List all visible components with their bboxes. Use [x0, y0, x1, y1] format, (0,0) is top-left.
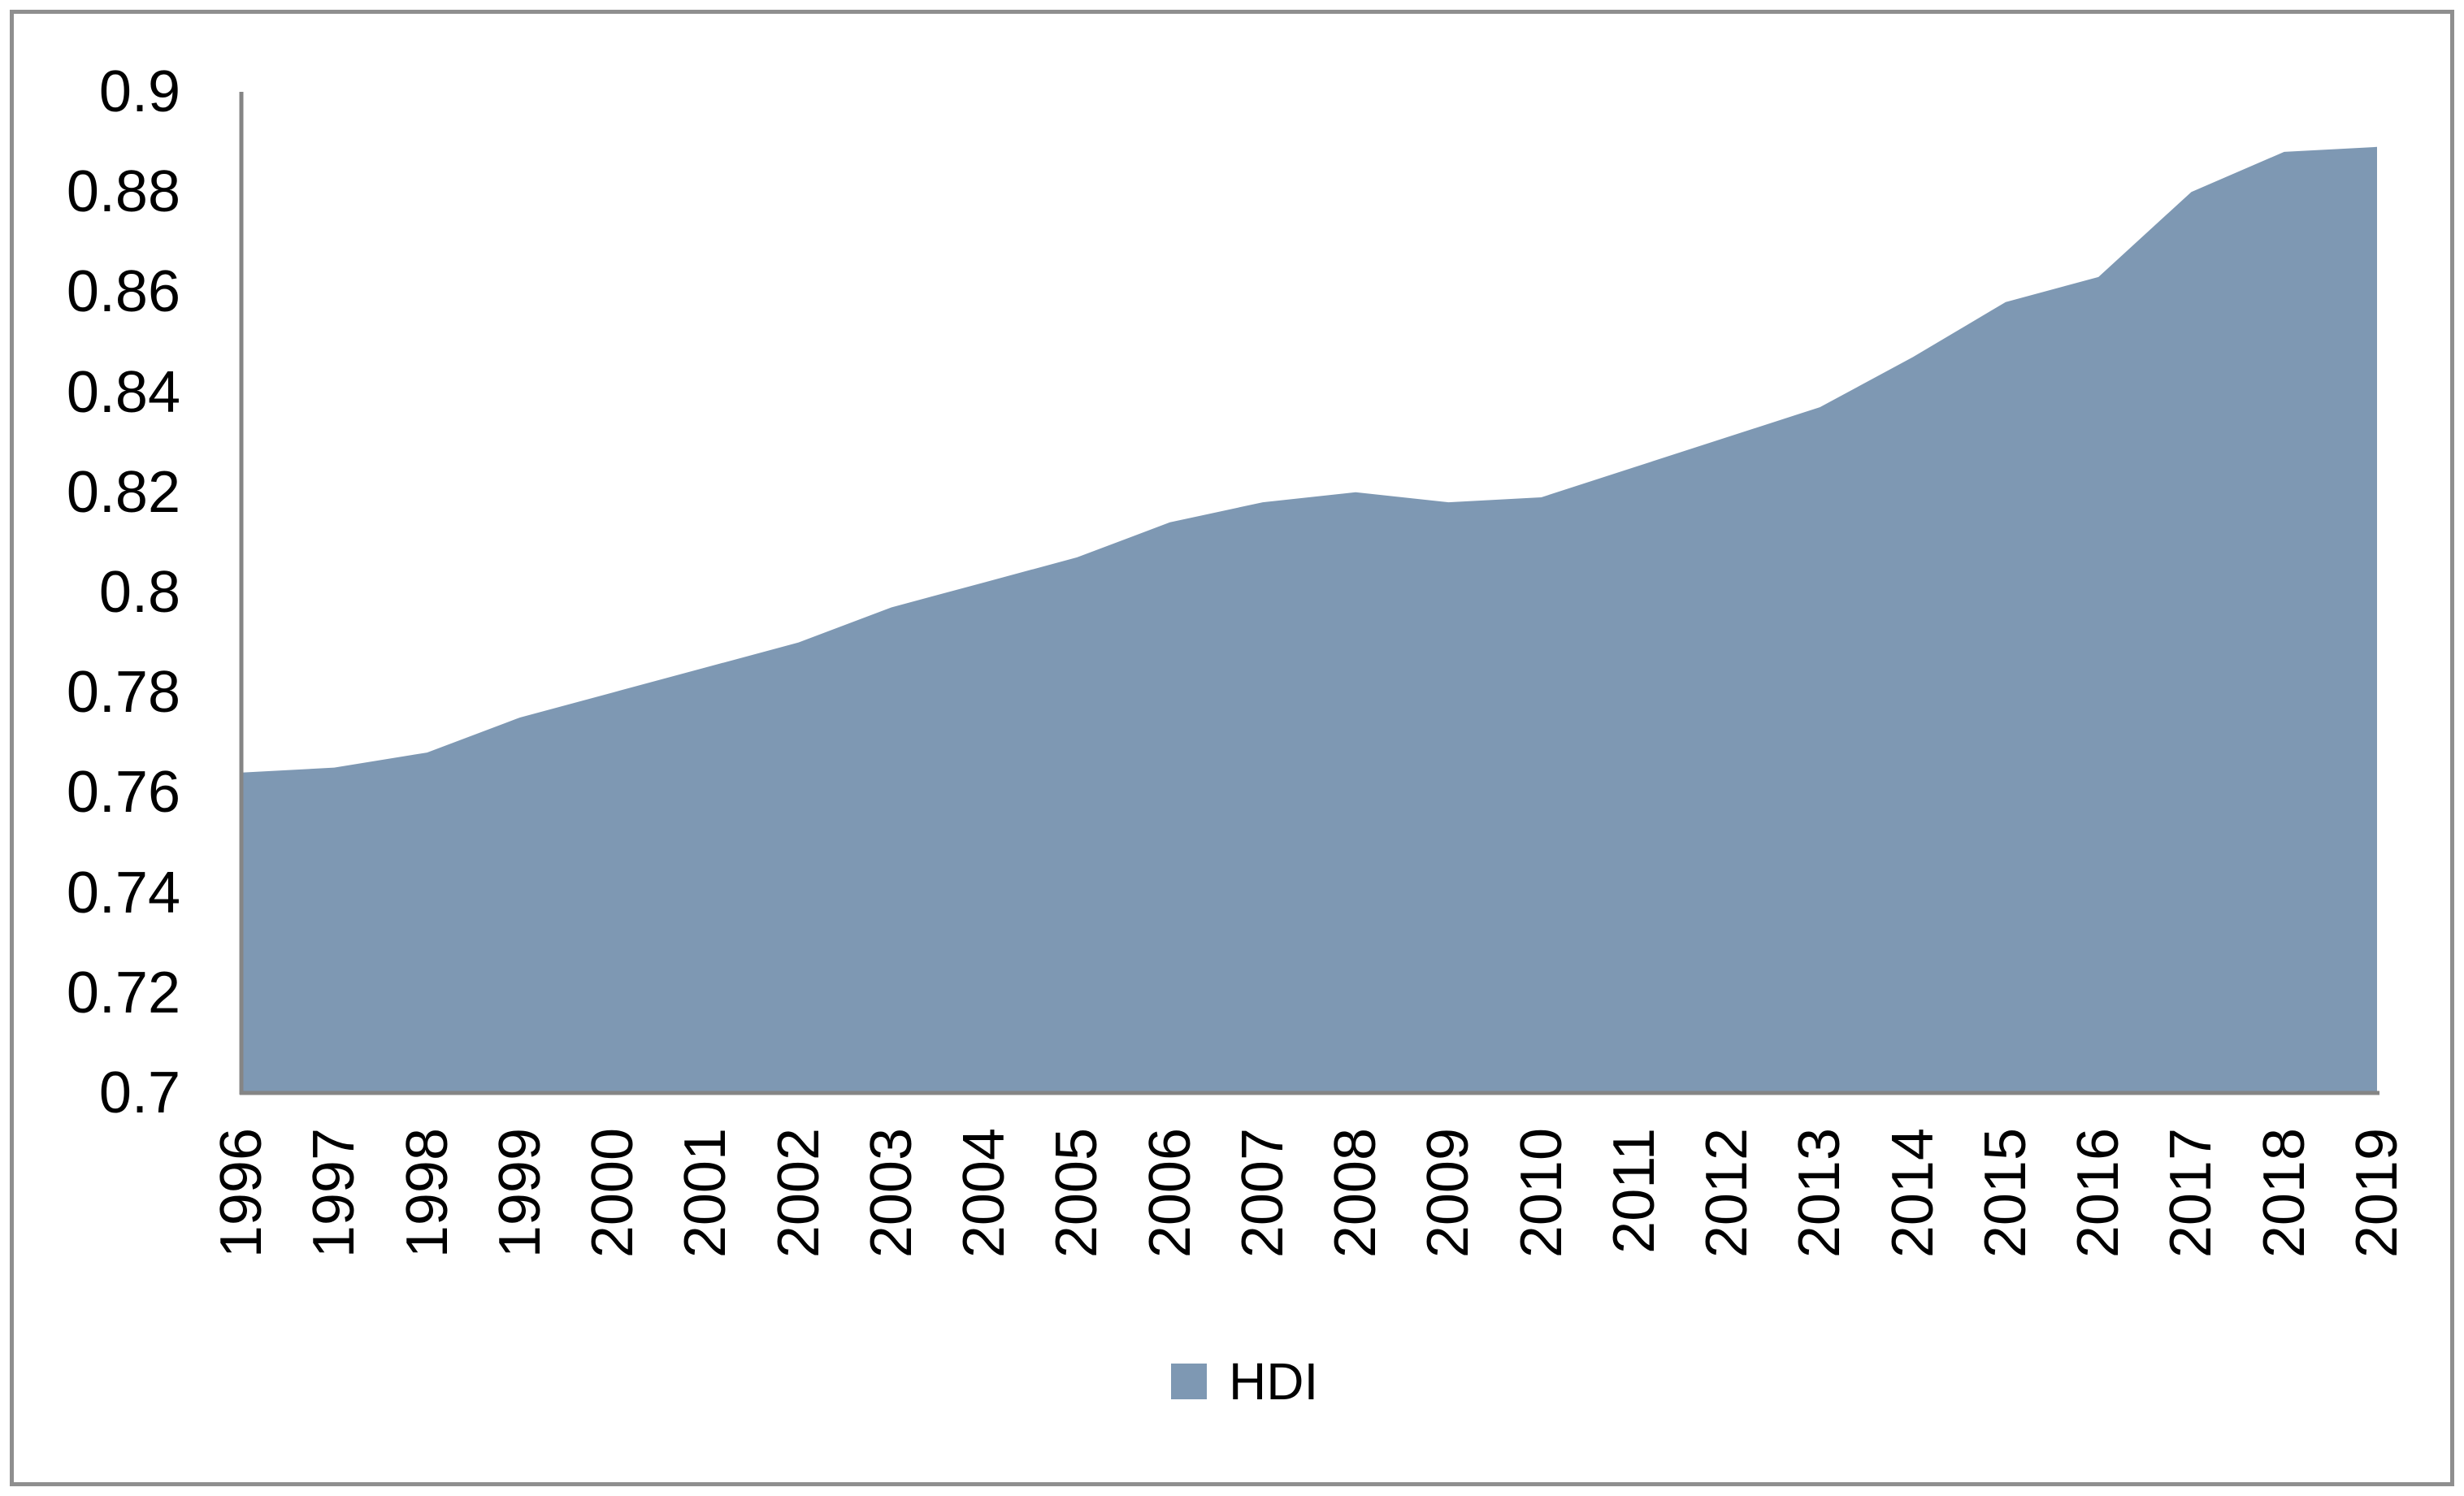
- x-axis-tick-label: 2009: [1416, 1128, 1481, 1259]
- x-axis-tick-label: 1997: [301, 1128, 367, 1259]
- y-axis-tick-label: 0.86: [66, 259, 180, 325]
- x-axis-tick-label: 2000: [580, 1128, 646, 1259]
- x-axis-tick-label: 2001: [673, 1128, 739, 1259]
- y-axis-tick-label: 0.7: [98, 1060, 180, 1125]
- y-axis-tick-label: 0.74: [66, 860, 180, 926]
- x-axis-tick-label: 1996: [209, 1128, 274, 1259]
- x-axis-tick-label: 2006: [1137, 1128, 1203, 1259]
- x-axis-tick-label: 2018: [2251, 1128, 2317, 1259]
- x-axis-tick-label: 2014: [1880, 1128, 1946, 1259]
- x-axis-tick-label: 2013: [1787, 1128, 1853, 1259]
- y-axis-tick-label: 0.88: [66, 159, 180, 225]
- y-axis-tick-label: 0.72: [66, 960, 180, 1026]
- y-axis-tick-label: 0.76: [66, 760, 180, 826]
- x-axis-tick-label: 2016: [2066, 1128, 2132, 1259]
- x-axis-tick-label: 2002: [766, 1128, 831, 1259]
- y-axis-tick-label: 0.84: [66, 359, 180, 425]
- x-axis-tick-label: 2010: [1508, 1128, 1574, 1259]
- y-axis-tick-label: 0.78: [66, 660, 180, 726]
- y-axis-tick-label: 0.8: [98, 560, 180, 625]
- x-axis-tick-label: 2008: [1323, 1128, 1389, 1259]
- legend: HDI: [1171, 1352, 1318, 1411]
- x-axis-tick-label: 2004: [952, 1128, 1017, 1259]
- x-axis-tick-label: 2017: [2158, 1128, 2224, 1259]
- hdi-area-series: [241, 146, 2377, 1093]
- x-axis-tick-label: 2019: [2345, 1128, 2410, 1259]
- x-axis-tick-label: 2011: [1601, 1128, 1667, 1254]
- x-axis-tick-label: 2012: [1694, 1128, 1760, 1259]
- x-axis-tick-label: 2003: [858, 1128, 924, 1259]
- legend-marker-icon: [1171, 1364, 1207, 1399]
- x-axis-tick-label: 1999: [487, 1128, 553, 1259]
- x-axis-tick-label: 2007: [1230, 1128, 1295, 1259]
- y-axis-tick-label: 0.9: [98, 59, 180, 124]
- legend-series-label: HDI: [1229, 1352, 1319, 1411]
- x-axis-tick-label: 1998: [394, 1128, 460, 1259]
- y-axis-tick-label: 0.82: [66, 459, 180, 525]
- x-axis-tick-label: 2005: [1044, 1128, 1110, 1259]
- x-axis-tick-label: 2015: [1972, 1128, 2038, 1259]
